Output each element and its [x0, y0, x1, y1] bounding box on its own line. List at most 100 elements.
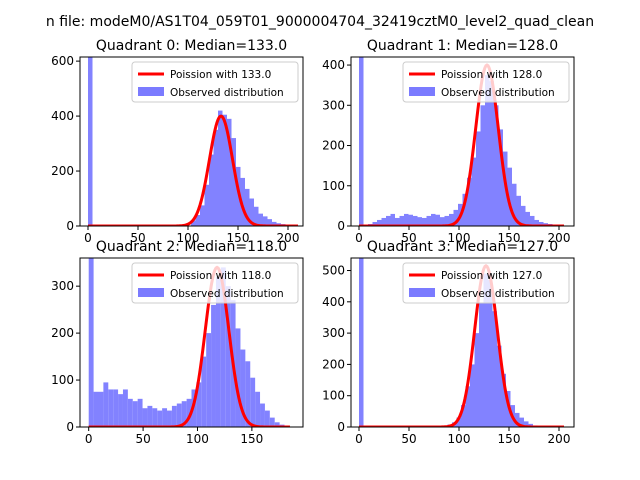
x-tick-label: 150: [498, 231, 521, 245]
subplot-title: Quadrant 1: Median=128.0: [367, 38, 558, 54]
y-tick-label: 300: [322, 326, 345, 340]
histogram-bar: [461, 405, 466, 427]
x-tick-label: 0: [355, 231, 363, 245]
histogram-bar: [195, 215, 200, 226]
histogram-bar: [488, 279, 493, 427]
histogram-bar: [235, 328, 241, 427]
histogram-bar: [245, 188, 250, 226]
histogram-bar: [171, 405, 177, 427]
histogram-bar: [269, 417, 275, 427]
histogram-bar: [539, 221, 544, 226]
legend-label-observed: Observed distribution: [441, 87, 555, 99]
histogram-bar: [191, 220, 196, 226]
x-tick-label: 100: [186, 432, 209, 446]
histogram-bar: [113, 389, 119, 427]
histogram-bar: [162, 408, 168, 427]
histogram-bar: [456, 417, 461, 427]
histogram-bar: [474, 333, 479, 427]
histogram-bar: [507, 167, 512, 226]
y-tick-label: 0: [337, 219, 345, 233]
y-tick-label: 100: [51, 373, 74, 387]
y-tick-label: 400: [322, 295, 345, 309]
legend-label-observed: Observed distribution: [170, 288, 284, 300]
histogram-bar: [497, 345, 502, 427]
x-tick-label: 50: [130, 231, 145, 245]
axes-frame: [79, 56, 304, 227]
histogram-bar: [98, 391, 104, 427]
histogram-bar: [264, 410, 270, 427]
histogram-bar: [470, 364, 475, 427]
histogram-bar: [240, 177, 245, 226]
legend-label-poisson: Poission with 127.0: [441, 270, 542, 282]
histogram-bar: [512, 183, 517, 226]
histogram-bar: [240, 349, 246, 427]
histogram-bar: [516, 195, 521, 226]
x-tick-label: 100: [448, 231, 471, 245]
histogram-bar: [381, 217, 386, 226]
histogram-bar: [444, 215, 449, 226]
histogram-bar: [132, 401, 138, 427]
histogram-bar: [386, 215, 391, 226]
x-tick-label: 200: [548, 231, 571, 245]
poisson-line: [88, 265, 290, 427]
y-tick-label: 0: [337, 420, 345, 434]
histogram-bar: [489, 81, 494, 226]
histogram-bar: [479, 303, 484, 427]
histogram-bar: [435, 214, 440, 226]
y-tick-label: 500: [322, 264, 345, 278]
histogram-bar: [186, 398, 192, 427]
axes-frame: [350, 257, 575, 428]
y-tick-label: 600: [51, 54, 74, 68]
histogram-bar: [272, 221, 277, 226]
histogram-bar: [449, 213, 454, 226]
histogram-bar: [167, 410, 172, 427]
histogram-bar: [250, 377, 256, 427]
histogram-bar: [260, 403, 265, 427]
legend: Poission with 133.0 Observed distribution: [131, 61, 299, 103]
histogram-bar: [147, 405, 153, 427]
histogram-bar: [534, 219, 539, 226]
histogram-bar: [395, 217, 400, 226]
x-tick-label: 100: [448, 432, 471, 446]
histogram-bar: [215, 276, 221, 427]
histogram-bar: [519, 417, 524, 427]
axes-frame: [79, 257, 304, 428]
histogram-bar: [359, 57, 364, 226]
subplot-title: Quadrant 3: Median=127.0: [367, 239, 558, 255]
histogram-bar: [390, 213, 395, 226]
x-tick-label: 200: [277, 231, 300, 245]
histogram-bar: [218, 110, 223, 226]
histogram-bar: [530, 215, 535, 226]
histogram-bar: [122, 389, 128, 427]
histogram-bar: [152, 408, 158, 427]
y-tick-label: 0: [66, 420, 74, 434]
x-tick-label: 100: [177, 231, 200, 245]
y-tick-label: 200: [322, 139, 345, 153]
subplot-quadrant-0: 0 50 100 150 200 0 200 400 600 Quadrant 0: Median…: [51, 38, 304, 245]
y-tick-label: 300: [322, 98, 345, 112]
subplot-title: Quadrant 2: Median=118.0: [96, 239, 287, 255]
y-tick-label: 200: [51, 326, 74, 340]
x-tick-label: 50: [401, 231, 416, 245]
histogram-bar: [413, 215, 418, 226]
histogram-bar: [231, 138, 236, 226]
histogram-bar: [521, 205, 526, 226]
histogram-bar: [127, 398, 133, 427]
histogram-bar: [501, 373, 506, 427]
histogram-bar: [422, 217, 427, 226]
subplot-title: Quadrant 0: Median=133.0: [96, 38, 287, 54]
histogram-bar: [417, 217, 422, 226]
histogram-bar: [465, 386, 470, 427]
plot-content: [359, 258, 564, 427]
y-tick-label: 300: [51, 279, 74, 293]
histogram-bar: [103, 382, 109, 427]
legend-label-poisson: Poission with 133.0: [170, 69, 271, 81]
histogram-bar: [485, 75, 490, 226]
legend-box: [131, 262, 299, 304]
histogram-bar: [181, 401, 187, 427]
histogram-bar: [255, 391, 261, 427]
histogram-bar: [515, 412, 520, 427]
histogram-bar: [200, 205, 205, 226]
legend-box: [131, 61, 299, 103]
y-tick-label: 200: [51, 164, 74, 178]
